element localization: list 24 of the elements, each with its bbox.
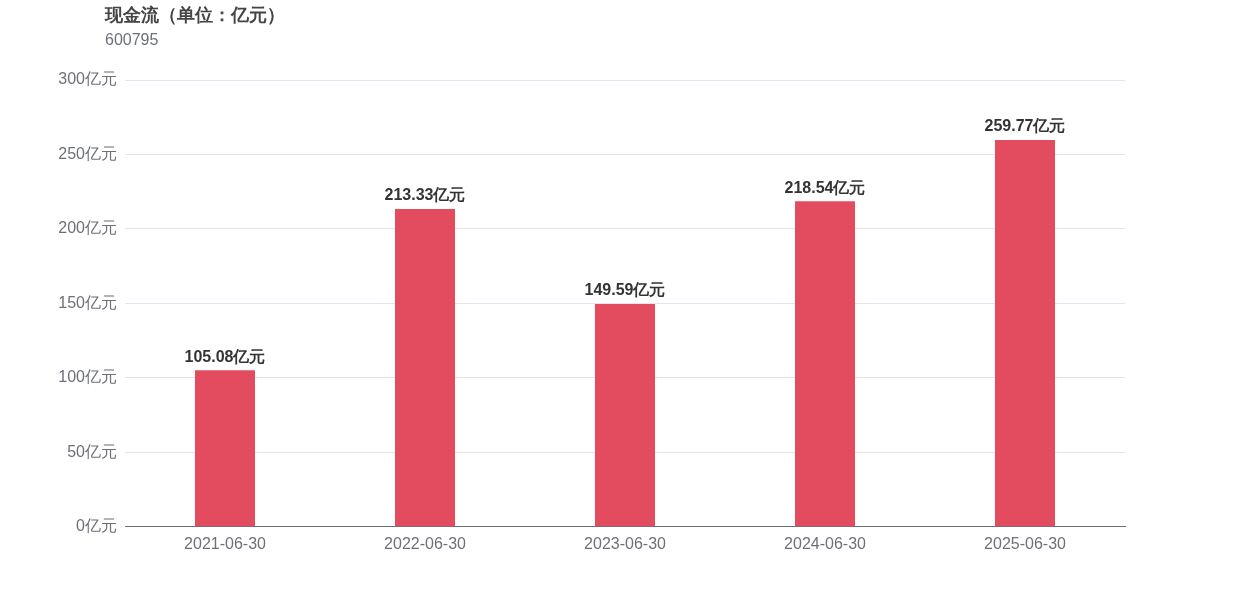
- bar: [395, 209, 455, 527]
- y-tick-label: 100亿元: [58, 368, 117, 386]
- y-tick-label: 300亿元: [58, 70, 117, 88]
- data-label: 149.59亿元: [584, 281, 666, 299]
- y-tick-label: 50亿元: [67, 442, 117, 460]
- bar: [995, 139, 1055, 527]
- chart-subtitle: 600795: [105, 31, 159, 49]
- data-label: 213.33亿元: [384, 186, 466, 204]
- bar: [595, 304, 655, 527]
- x-tick-label: 2025-06-30: [984, 534, 1067, 552]
- bar: [795, 201, 855, 527]
- y-tick-label: 250亿元: [58, 144, 117, 162]
- bar: [195, 370, 255, 527]
- y-tick-label: 150亿元: [58, 293, 117, 311]
- chart-title: 现金流（单位：亿元）: [105, 4, 285, 27]
- x-tick-label: 2023-06-30: [584, 534, 667, 552]
- data-label: 105.08亿元: [184, 347, 266, 365]
- x-tick-label: 2022-06-30: [384, 534, 467, 552]
- y-tick-label: 0亿元: [76, 517, 117, 535]
- data-label: 259.77亿元: [984, 117, 1066, 135]
- y-tick-label: 200亿元: [58, 219, 117, 237]
- x-tick-label: 2021-06-30: [184, 534, 267, 552]
- x-tick-label: 2024-06-30: [784, 534, 867, 552]
- data-label: 218.54亿元: [784, 178, 866, 196]
